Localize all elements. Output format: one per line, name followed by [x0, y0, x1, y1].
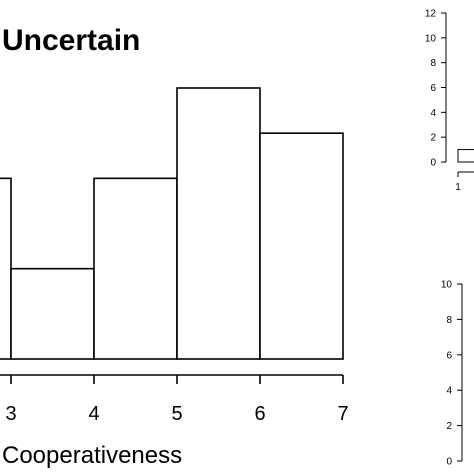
tr-y-tick-label-6: 6 — [430, 83, 436, 94]
tr-y-tick-label-2: 2 — [430, 133, 436, 144]
histogram-bar-2 — [10, 267, 95, 360]
br-y-tick-label-4: 4 — [446, 386, 452, 397]
tr-y-tick-label-12: 12 — [425, 9, 437, 20]
main-x-axis: 3 4 5 6 7 — [0, 374, 349, 425]
top-right-x-axis: 1 — [455, 171, 474, 193]
x-tick-label-6: 6 — [254, 403, 265, 425]
br-y-tick-label-10: 10 — [441, 280, 453, 291]
tr-y-tick-label-4: 4 — [430, 108, 436, 119]
br-y-tick-label-0: 0 — [446, 457, 452, 468]
top-right-y-axis: 0 2 4 6 8 10 12 — [425, 9, 447, 169]
x-tick-label-3: 3 — [5, 403, 16, 425]
br-y-tick-label-6: 6 — [446, 350, 452, 361]
chart-title: Uncertain — [2, 24, 140, 57]
bottom-right-histogram: 0 2 4 6 8 10 — [441, 280, 463, 468]
main-histogram: Uncertain 3 4 5 6 7 Cooperativeness — [0, 24, 349, 469]
bottom-right-y-axis: 0 2 4 6 8 10 — [441, 280, 463, 468]
tr-y-tick-label-10: 10 — [425, 33, 437, 44]
br-y-tick-label-8: 8 — [446, 315, 452, 326]
tr-x-tick-label-1: 1 — [455, 182, 461, 193]
top-right-histogram: 0 2 4 6 8 10 12 1 — [425, 9, 474, 193]
x-tick-label-4: 4 — [88, 403, 99, 425]
histogram-bar-5 — [259, 132, 344, 360]
histogram-bar-1 — [0, 177, 12, 360]
br-y-tick-label-2: 2 — [446, 421, 452, 432]
tr-histogram-bar-1 — [457, 149, 474, 163]
tr-y-tick-label-8: 8 — [430, 58, 436, 69]
tr-y-tick-label-0: 0 — [430, 158, 436, 169]
x-tick-label-7: 7 — [337, 403, 348, 425]
histogram-bar-4 — [176, 87, 261, 360]
x-axis-label: Cooperativeness — [2, 442, 182, 469]
histogram-bar-3 — [93, 177, 178, 360]
x-tick-label-5: 5 — [171, 403, 182, 425]
